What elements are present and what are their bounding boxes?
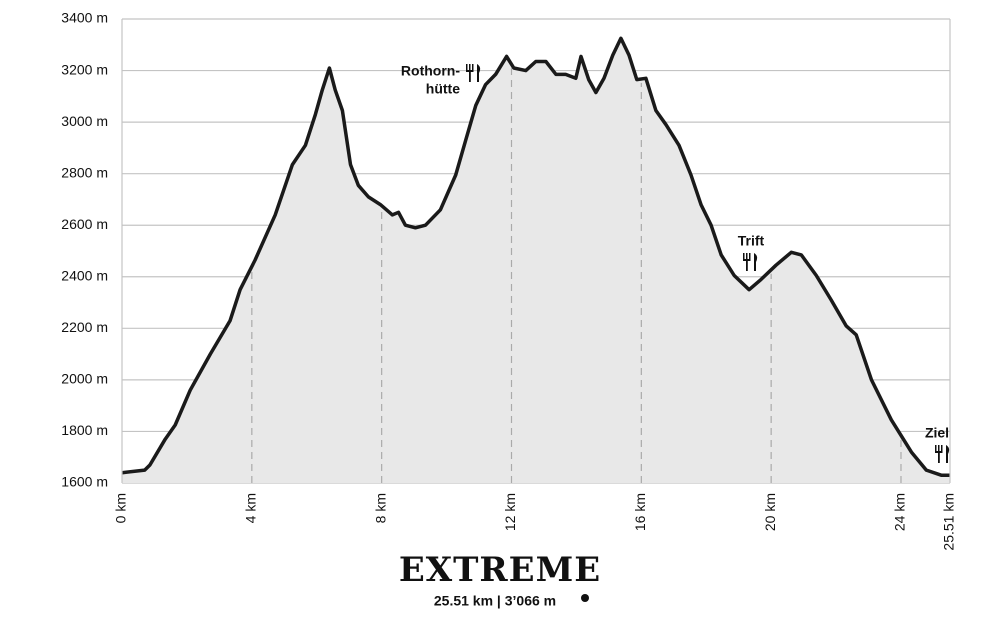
annotation: Trift (738, 233, 765, 249)
restaurant-icons (466, 64, 950, 463)
y-tick-label: 2800 m (61, 164, 108, 180)
chart-title: EXTREME (399, 550, 601, 590)
y-tick-label: 3200 m (61, 61, 108, 77)
line (121, 36, 950, 478)
chart-subtitle: 25.51 km | 3’066 m (434, 593, 556, 609)
x-tick-label: 8 km (372, 493, 388, 523)
y-tick-label: 3400 m (61, 10, 108, 26)
y-tick-label: 1800 m (61, 422, 108, 438)
annotation: Rothorn- (401, 63, 460, 79)
x-tick-label: 25.51 km (941, 493, 957, 551)
y-tick-label: 3000 m (61, 113, 108, 129)
area (122, 38, 950, 484)
y-tick-label: 2200 m (61, 319, 108, 335)
x-tick-label: 0 km (113, 493, 129, 523)
x-tick-label: 16 km (632, 493, 648, 531)
x-tick-label: 4 km (243, 493, 259, 523)
annotation: hütte (426, 81, 460, 97)
y-tick-label: 2600 m (61, 216, 108, 232)
y-tick-label: 1600 m (61, 474, 108, 490)
y-tick-label: 2400 m (61, 267, 108, 283)
x-tick-label: 12 km (502, 493, 518, 531)
annotation: Ziel (925, 425, 949, 441)
x-tick-label: 20 km (762, 493, 778, 531)
plot: 1600 m 1800 m 2000 m 2200 m 2400 m 2600 m 2800… (61, 10, 956, 551)
subtitle-icon (581, 594, 589, 602)
x-tick-label: 24 km (892, 493, 908, 531)
y-tick-label: 2000 m (61, 371, 108, 387)
